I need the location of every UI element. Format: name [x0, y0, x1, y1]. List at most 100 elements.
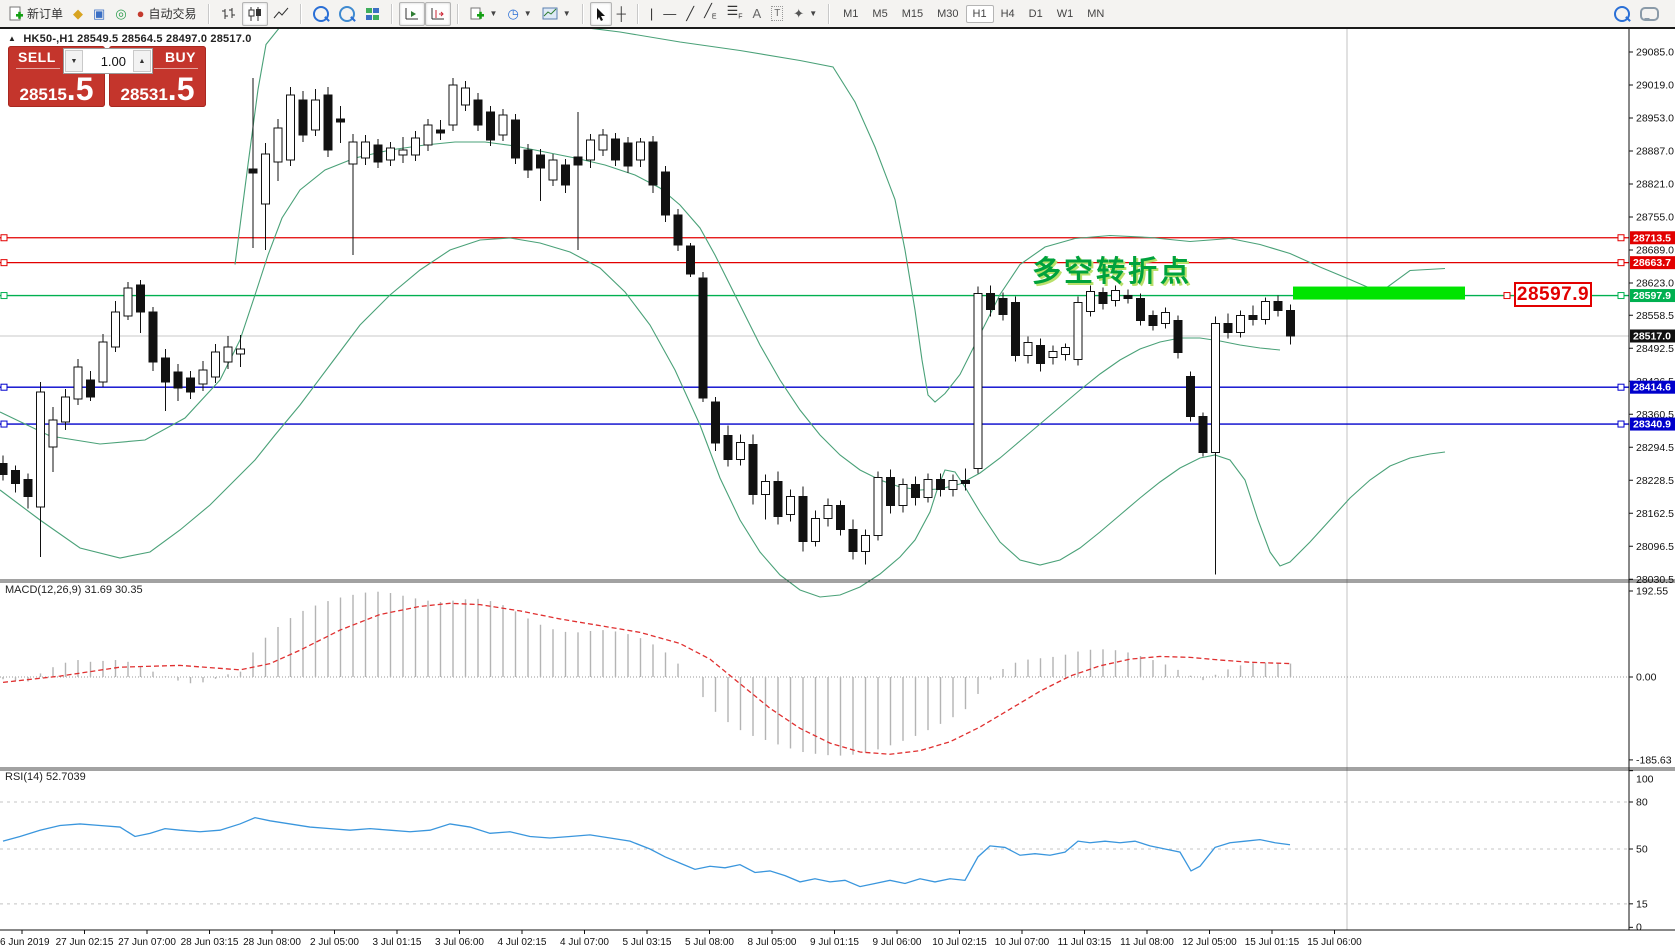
svg-text:3 Jul 01:15: 3 Jul 01:15 [373, 937, 422, 948]
timeframe-W1[interactable]: W1 [1056, 7, 1074, 20]
template-icon [542, 7, 558, 20]
channel-button[interactable]: ╱E [699, 2, 722, 26]
svg-text:5 Jul 08:00: 5 Jul 08:00 [685, 937, 734, 948]
auto-scroll-icon [405, 7, 418, 19]
bollinger-upper-line [234, 29, 1446, 403]
svg-text:28096.5: 28096.5 [1636, 541, 1674, 553]
dropdown-arrow-icon: ▼ [523, 9, 532, 18]
text-label-button[interactable]: T [766, 2, 788, 26]
svg-text:27 Jun 07:00: 27 Jun 07:00 [118, 937, 176, 948]
bar-chart-button[interactable] [216, 2, 242, 26]
axis-tag-28597.9: 28597.9 [1630, 289, 1675, 303]
vertical-line-icon: | [649, 6, 654, 21]
svg-text:27 Jun 02:15: 27 Jun 02:15 [56, 937, 114, 948]
crosshair-icon: ┼ [616, 6, 626, 21]
trendline-button[interactable]: ╱ [681, 2, 699, 26]
candlestick-chart-button[interactable] [241, 1, 268, 26]
signals-button[interactable]: ◎ [110, 2, 131, 26]
tile-windows-button[interactable] [360, 2, 385, 26]
svg-text:29085.0: 29085.0 [1636, 47, 1674, 59]
svg-text:26 Jun 2019: 26 Jun 2019 [0, 937, 50, 948]
svg-text:28228.5: 28228.5 [1636, 475, 1674, 487]
svg-text:15 Jul 06:00: 15 Jul 06:00 [1307, 937, 1362, 948]
horizontal-line-icon: — [663, 6, 677, 21]
svg-text:28597.9: 28597.9 [1633, 290, 1671, 302]
price-callout-label: 28597.9 [1514, 282, 1592, 307]
volume-input[interactable]: 1.00 [100, 53, 126, 69]
ohlc-values: 28549.5 28564.5 28497.0 28517.0 [77, 33, 252, 45]
auto-scroll-button[interactable] [398, 1, 425, 26]
arrows-button[interactable]: ✦ ▼ [788, 2, 822, 26]
chart-area[interactable]: 29085.0 29019.0 28953.0 28887.0 28821.0 28755… [0, 29, 1675, 948]
market-watch-button[interactable]: ▣ [88, 2, 110, 26]
timeframe-M5[interactable]: M5 [872, 7, 888, 20]
periods-button[interactable]: ◷ ▼ [502, 2, 536, 26]
timeframe-M1[interactable]: M1 [843, 7, 859, 20]
timeframe-M30[interactable]: M30 [937, 7, 959, 20]
svg-text:28 Jun 03:15: 28 Jun 03:15 [181, 937, 239, 948]
macd-signal-line [2, 602, 1291, 755]
svg-text:28821.0: 28821.0 [1636, 179, 1674, 191]
signals-icon: ◎ [115, 6, 127, 21]
chart-shift-icon [431, 7, 444, 19]
svg-text:28713.5: 28713.5 [1633, 232, 1671, 244]
zoom-out-button[interactable] [334, 2, 360, 26]
new-order-button[interactable]: 新订单 [3, 2, 68, 26]
level-lines [0, 234, 1629, 428]
add-indicator-button[interactable]: ▼ [465, 2, 503, 26]
candlestick-chart-icon [248, 6, 261, 21]
horizontal-line-button[interactable]: — [658, 2, 681, 26]
dropdown-arrow-icon: ▼ [562, 9, 571, 18]
search-icon [1614, 5, 1630, 22]
timeframe-M15[interactable]: M15 [901, 7, 924, 20]
buy-price: 28531.5 [120, 71, 195, 107]
dropdown-arrow-icon: ▼ [809, 9, 818, 18]
volume-spinner: ▼ 1.00 ▲ [63, 48, 153, 74]
chart-symbol-header: ▲ HK50-,H1 28549.5 28564.5 28497.0 28517… [8, 33, 252, 45]
bollinger-middle-line [0, 141, 1281, 491]
new-order-label: 新订单 [27, 7, 64, 21]
search-button[interactable] [1609, 2, 1635, 26]
svg-text:5 Jul 03:15: 5 Jul 03:15 [623, 937, 672, 948]
line-chart-icon [273, 7, 288, 18]
sell-price: 28515.5 [19, 71, 94, 107]
svg-text:10 Jul 02:15: 10 Jul 02:15 [932, 937, 987, 948]
templates-button[interactable]: ▼ [537, 2, 576, 26]
svg-text:15: 15 [1636, 898, 1648, 910]
line-chart-button[interactable] [268, 2, 294, 26]
volume-decrease-button[interactable]: ▼ [65, 50, 83, 72]
chart-shift-button[interactable] [424, 1, 451, 26]
svg-text:192.55: 192.55 [1636, 586, 1668, 598]
volume-increase-button[interactable]: ▲ [133, 50, 151, 72]
svg-text:50: 50 [1636, 844, 1648, 856]
channel-icon: ╱E [704, 2, 717, 21]
timeframe-H4[interactable]: H4 [1000, 7, 1015, 20]
auto-trading-button[interactable]: ● 自动交易 [132, 2, 202, 26]
axis-tag-28517.0: 28517.0 [1630, 329, 1675, 343]
axis-tag-28713.5: 28713.5 [1630, 231, 1675, 245]
cursor-button[interactable] [589, 1, 612, 26]
timeframe-MN[interactable]: MN [1087, 7, 1105, 20]
chat-button[interactable] [1635, 2, 1664, 26]
buy-button[interactable]: BUY 28531.5 [109, 46, 206, 107]
fibonacci-button[interactable]: ☰F [722, 2, 748, 26]
timeframe-H1[interactable]: H1 [965, 4, 994, 23]
svg-text:80: 80 [1636, 796, 1648, 808]
new-order-icon [9, 6, 23, 21]
svg-text:28294.5: 28294.5 [1636, 442, 1674, 454]
svg-text:-185.63: -185.63 [1636, 754, 1672, 766]
svg-text:0.00: 0.00 [1636, 672, 1657, 684]
zoom-in-button[interactable] [308, 2, 334, 26]
timeframe-group: M1 M5 M15 M30 H1 H4 D1 W1 MN [833, 0, 1114, 27]
axis-tag-28414.6: 28414.6 [1630, 380, 1675, 394]
crosshair-button[interactable]: ┼ [612, 2, 631, 26]
macd-pane: 192.55 0.00 -185.63 [0, 586, 1672, 766]
profiles-button[interactable]: ◆ [68, 2, 88, 26]
vertical-line-button[interactable]: | [645, 2, 658, 26]
text-button[interactable]: A [748, 2, 767, 26]
svg-text:28340.9: 28340.9 [1633, 419, 1671, 431]
fibonacci-icon: ☰F [726, 2, 743, 21]
timeframe-D1[interactable]: D1 [1028, 7, 1043, 20]
chart-canvas[interactable]: 29085.0 29019.0 28953.0 28887.0 28821.0 28755… [0, 29, 1675, 948]
